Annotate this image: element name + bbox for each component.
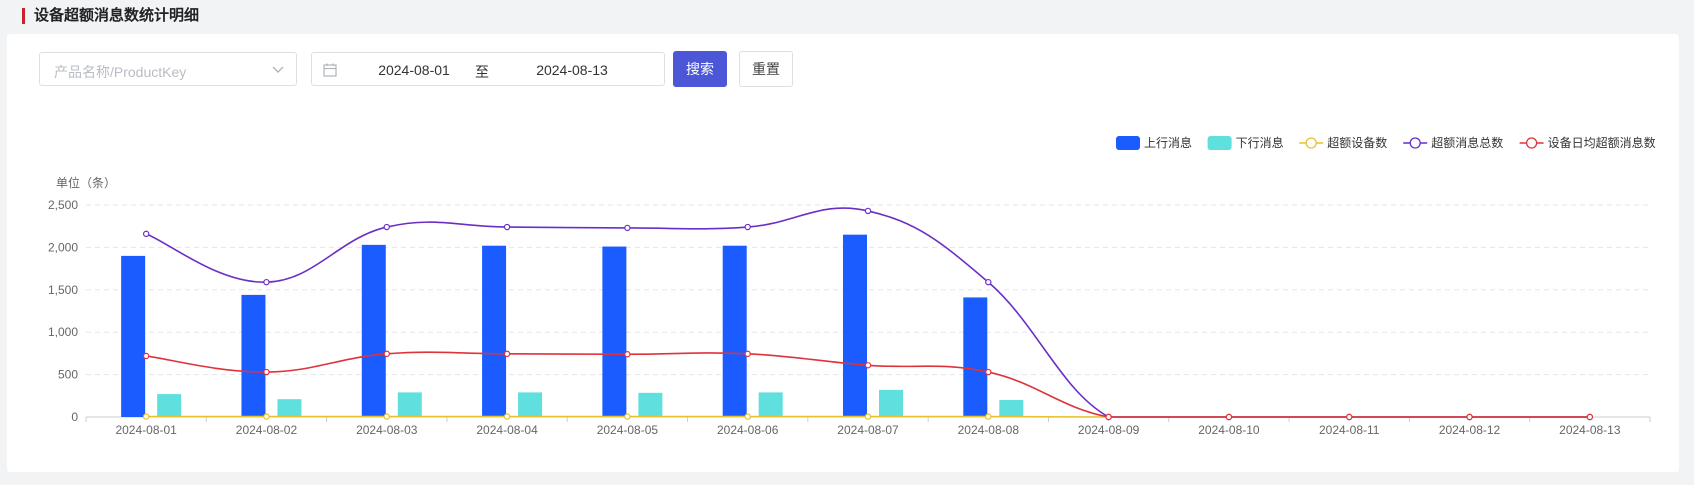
legend-swatch	[1207, 136, 1232, 150]
series-point	[1105, 413, 1112, 421]
date-separator: 至	[475, 64, 489, 80]
legend-label: 上行消息	[1144, 135, 1192, 150]
bar-upstream	[482, 245, 507, 417]
series-point	[744, 350, 751, 358]
y-tick-label: 1,000	[48, 325, 78, 339]
x-tick-label: 2024-08-09	[1078, 423, 1140, 437]
start-date-input[interactable]: 2024-08-01	[378, 62, 450, 78]
series-point	[383, 413, 390, 420]
bar-downstream	[397, 392, 422, 417]
bar-downstream	[277, 399, 302, 417]
bar-downstream	[999, 400, 1024, 417]
y-tick-label: 500	[58, 368, 78, 382]
y-tick-label: 0	[71, 410, 78, 424]
series-point	[985, 368, 992, 376]
legend-swatch-point	[1525, 137, 1538, 149]
bar-upstream	[722, 245, 747, 417]
legend-label: 超额设备数	[1327, 135, 1387, 150]
x-tick-label: 2024-08-04	[476, 423, 538, 437]
page-title: 设备超额消息数统计明细	[34, 7, 200, 24]
series-point	[142, 413, 150, 420]
series-point	[1225, 413, 1233, 421]
series-point	[744, 413, 751, 420]
series-point	[263, 278, 270, 286]
bar-upstream	[241, 294, 266, 417]
bar-downstream	[638, 392, 663, 417]
legend-label: 设备日均超额消息数	[1548, 135, 1656, 150]
legend-swatch-point	[1305, 137, 1317, 149]
x-tick-label: 2024-08-01	[115, 423, 177, 437]
series-point	[142, 352, 150, 360]
bar-upstream	[963, 297, 988, 417]
date-range-picker[interactable]: 2024-08-01 至 2024-08-13	[311, 52, 665, 86]
series-point	[383, 350, 390, 358]
series-point	[1346, 413, 1353, 421]
series-point	[142, 230, 150, 238]
search-button[interactable]: 搜索	[673, 51, 727, 87]
calendar-icon	[323, 63, 337, 77]
bar-upstream	[121, 255, 146, 417]
x-tick-label: 2024-08-07	[837, 423, 899, 437]
series-point	[624, 413, 631, 420]
title-accent-bar	[22, 8, 25, 24]
y-tick-label: 2,000	[48, 240, 78, 254]
product-select[interactable]: 产品名称/ProductKey	[39, 52, 297, 86]
bar-downstream	[157, 394, 182, 417]
series-point	[1586, 413, 1594, 421]
x-tick-label: 2024-08-06	[717, 423, 779, 437]
series-point	[1466, 413, 1473, 421]
series-point	[864, 362, 872, 369]
product-select-placeholder: 产品名称/ProductKey	[54, 64, 187, 80]
section-header: 设备超额消息数统计明细	[0, 0, 1694, 34]
series-point	[503, 350, 511, 358]
bar-upstream	[361, 244, 386, 417]
series-point	[383, 223, 390, 231]
series-point	[744, 223, 751, 231]
legend-swatch	[1116, 136, 1140, 150]
y-axis-unit-label: 单位（条）	[56, 175, 116, 190]
x-tick-label: 2024-08-12	[1439, 423, 1501, 437]
bar-downstream	[758, 392, 783, 417]
legend-swatch-point	[1409, 137, 1421, 149]
chevron-down-icon	[272, 66, 284, 73]
y-tick-label: 1,500	[48, 283, 78, 297]
reset-button[interactable]: 重置	[739, 51, 793, 87]
series-point	[624, 224, 631, 232]
series-point	[624, 351, 631, 358]
series-point	[263, 368, 270, 376]
series-point	[503, 223, 511, 231]
legend-label: 下行消息	[1236, 135, 1284, 150]
series-point	[985, 278, 992, 286]
series-point	[864, 207, 872, 215]
end-date-input[interactable]: 2024-08-13	[536, 62, 608, 78]
y-tick-label: 2,500	[48, 198, 78, 212]
bar-downstream	[518, 392, 543, 417]
x-tick-label: 2024-08-08	[958, 423, 1020, 437]
series-point	[503, 413, 511, 420]
bar-downstream	[879, 389, 903, 417]
series-point	[985, 413, 992, 420]
bar-upstream	[602, 246, 627, 417]
series-point	[263, 413, 270, 420]
x-tick-label: 2024-08-10	[1198, 423, 1260, 437]
x-tick-label: 2024-08-03	[356, 423, 418, 437]
legend-label: 超额消息总数	[1431, 135, 1503, 150]
bar-upstream	[843, 234, 867, 417]
x-tick-label: 2024-08-13	[1559, 423, 1621, 437]
x-tick-label: 2024-08-05	[597, 423, 659, 437]
x-tick-label: 2024-08-02	[236, 423, 298, 437]
series-point	[864, 413, 872, 420]
x-tick-label: 2024-08-11	[1319, 423, 1380, 437]
